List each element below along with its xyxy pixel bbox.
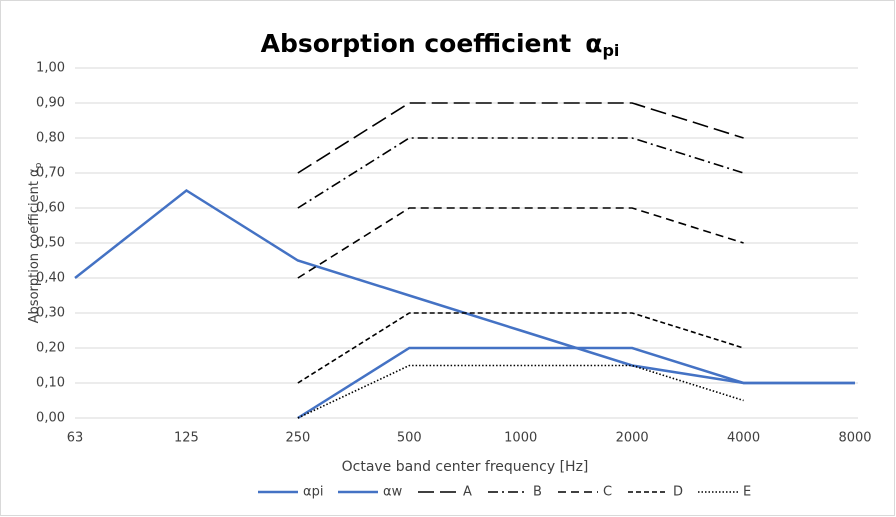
y-tick-label: 0,40 <box>36 271 65 286</box>
x-tick-label: 250 <box>285 431 310 446</box>
x-tick-label: 63 <box>67 431 84 446</box>
x-axis-label: Octave band center frequency [Hz] <box>342 459 589 475</box>
x-tick-label: 125 <box>174 431 199 446</box>
y-tick-label: 0,10 <box>36 376 65 391</box>
series-line <box>297 346 855 420</box>
y-tick-label: 0,90 <box>36 96 65 111</box>
y-axis-label: Absorption coefficient αp <box>27 162 44 323</box>
chart-title: Absorption coefficient αpi <box>261 29 620 60</box>
y-tick-label: 0,70 <box>36 166 65 181</box>
legend-label: αw <box>383 485 403 500</box>
y-tick-label: 0,00 <box>36 411 65 426</box>
x-tick-label: 500 <box>397 431 422 446</box>
series-line <box>297 207 744 279</box>
legend-label: E <box>743 485 751 500</box>
legend-label: D <box>673 485 683 500</box>
y-tick-label: 0,50 <box>36 236 65 251</box>
x-tick-label: 2000 <box>616 431 649 446</box>
series-line <box>297 102 744 174</box>
x-tick-label: 1000 <box>504 431 537 446</box>
y-tick-label: 1,00 <box>36 61 65 76</box>
legend-label: B <box>533 485 542 500</box>
series-line <box>297 312 744 384</box>
x-tick-label: 4000 <box>727 431 760 446</box>
y-tick-label: 0,60 <box>36 201 65 216</box>
legend-label: C <box>603 485 612 500</box>
y-tick-label: 0,20 <box>36 341 65 356</box>
y-tick-label: 0,30 <box>36 306 65 321</box>
legend-label: αpi <box>303 485 323 500</box>
x-tick-label: 8000 <box>838 431 871 446</box>
legend-label: A <box>463 485 472 500</box>
series-line <box>297 137 744 209</box>
series-line <box>297 364 744 419</box>
y-tick-label: 0,80 <box>36 131 65 146</box>
